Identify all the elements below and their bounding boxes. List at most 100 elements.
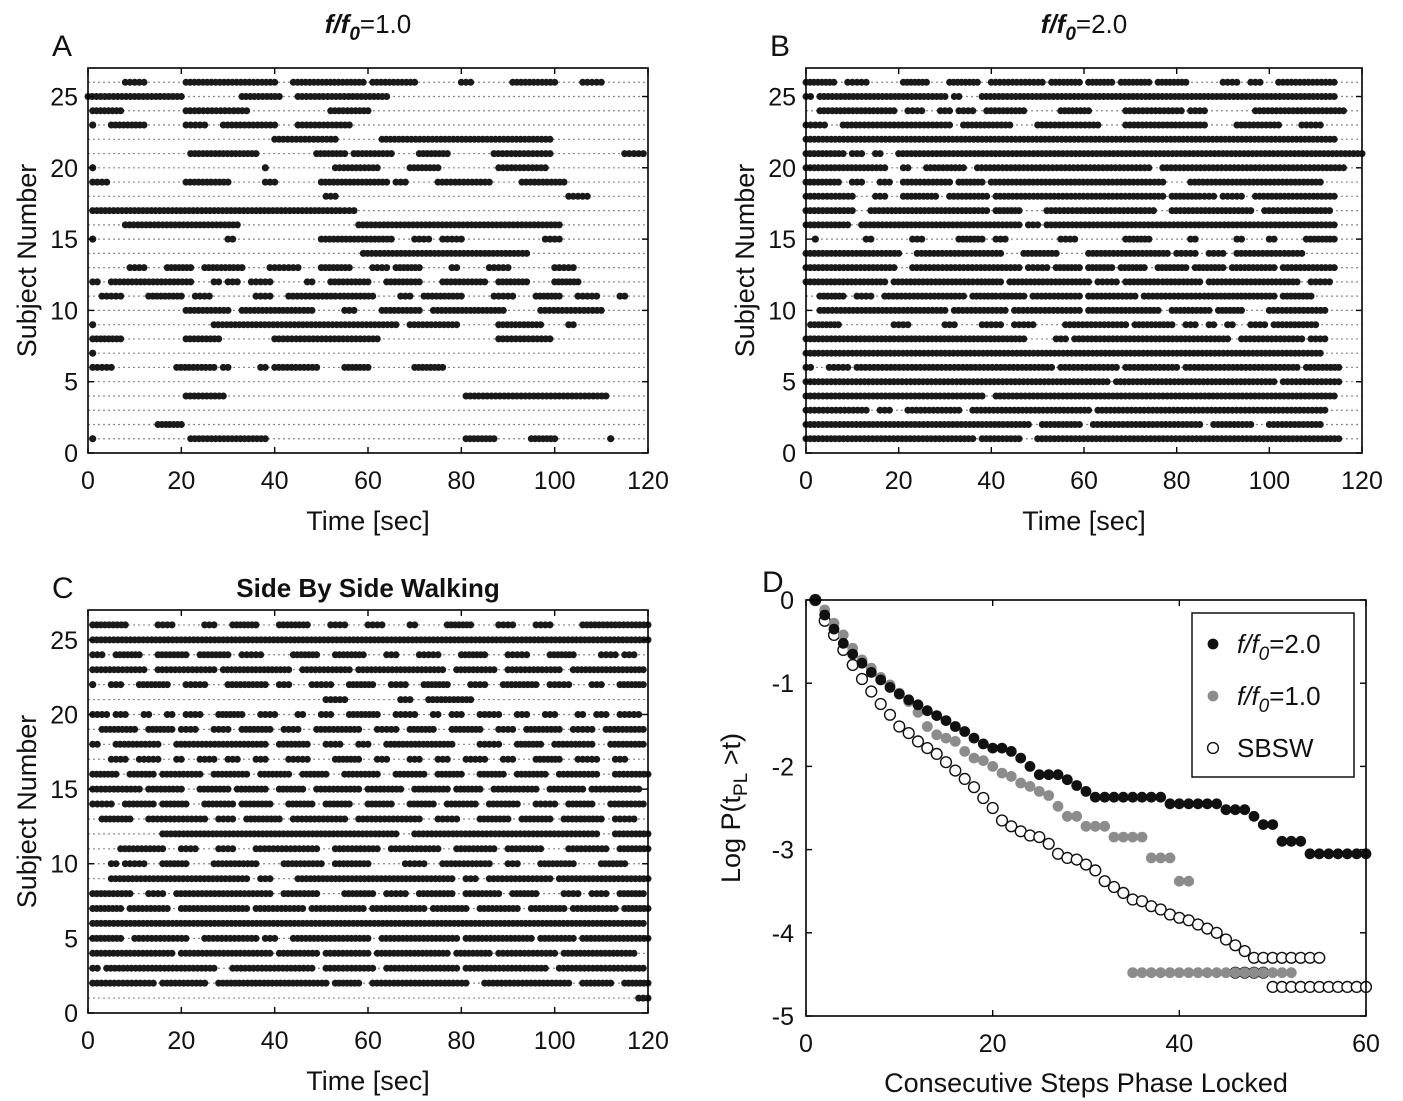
raster-point xyxy=(551,435,559,443)
raster-point xyxy=(154,740,162,748)
raster-point xyxy=(1029,321,1037,329)
raster-point xyxy=(359,78,367,86)
raster-point xyxy=(639,681,647,689)
raster-point xyxy=(177,292,185,300)
raster-point xyxy=(392,321,400,329)
raster-point xyxy=(187,278,195,286)
raster-point xyxy=(453,321,461,329)
raster-point xyxy=(574,278,582,286)
raster-point xyxy=(233,221,241,229)
raster-point xyxy=(597,78,605,86)
raster-point xyxy=(238,264,246,272)
raster-point xyxy=(639,666,647,674)
raster-point xyxy=(387,150,395,158)
raster-point xyxy=(434,164,442,172)
raster-point xyxy=(537,321,545,329)
raster-point xyxy=(858,178,866,186)
raster-point xyxy=(537,740,545,748)
raster-point xyxy=(411,711,419,718)
raster-point xyxy=(373,335,381,343)
raster-point xyxy=(1307,292,1315,300)
raster-point xyxy=(1330,93,1338,100)
x-tick-label: 120 xyxy=(1341,467,1383,495)
raster-point xyxy=(285,666,293,674)
y-tick-label: 15 xyxy=(50,226,78,254)
raster-point xyxy=(821,121,828,129)
raster-point xyxy=(89,349,97,357)
raster-point xyxy=(867,292,875,300)
raster-point xyxy=(303,740,311,748)
raster-point xyxy=(973,78,981,86)
raster-point xyxy=(1075,78,1083,86)
raster-point xyxy=(140,264,148,272)
raster-point xyxy=(490,666,498,674)
raster-point xyxy=(457,292,465,300)
raster-point xyxy=(946,107,954,115)
raster-point xyxy=(1316,421,1324,428)
raster-point xyxy=(121,755,129,763)
raster-point xyxy=(509,292,517,300)
raster-point xyxy=(331,135,339,143)
raster-point xyxy=(467,78,475,86)
raster-point xyxy=(1159,178,1167,186)
raster-point xyxy=(1168,321,1176,329)
raster-point xyxy=(285,681,293,689)
raster-point xyxy=(331,192,339,200)
raster-point xyxy=(504,264,512,272)
raster-point xyxy=(196,711,204,718)
raster-point xyxy=(509,725,517,733)
raster-point xyxy=(890,264,898,272)
raster-point xyxy=(1085,107,1093,115)
raster-point xyxy=(555,725,563,733)
raster-point xyxy=(834,321,842,329)
raster-point xyxy=(345,121,353,129)
x-tick-label: 80 xyxy=(1163,467,1191,495)
raster-point xyxy=(1275,121,1283,129)
title-rest: =2.0 xyxy=(1076,9,1127,39)
raster-point xyxy=(1316,121,1324,129)
raster-point xyxy=(224,363,232,371)
raster-point xyxy=(978,178,986,186)
raster-point xyxy=(121,621,129,629)
raster-point xyxy=(983,192,991,200)
raster-point xyxy=(1085,278,1093,286)
raster-point xyxy=(890,107,898,115)
y-tick-label: 0 xyxy=(64,440,78,468)
raster-point xyxy=(1270,235,1278,243)
raster-point xyxy=(145,711,153,718)
raster-point xyxy=(117,335,125,343)
raster-point xyxy=(177,93,185,100)
raster-point xyxy=(448,740,456,748)
raster-point xyxy=(523,249,531,257)
raster-point xyxy=(1001,306,1009,314)
raster-point xyxy=(635,711,643,718)
raster-point xyxy=(1006,121,1014,129)
raster-point xyxy=(523,711,531,718)
raster-point xyxy=(862,406,870,414)
raster-point xyxy=(219,392,227,400)
y-tick-label: 10 xyxy=(768,297,796,325)
x-tick-label: 0 xyxy=(799,467,813,495)
raster-point xyxy=(224,725,232,733)
raster-point xyxy=(135,651,143,659)
raster-point xyxy=(1159,192,1167,200)
raster-point xyxy=(378,621,386,629)
raster-point xyxy=(313,651,321,659)
raster-point xyxy=(555,235,563,243)
raster-point xyxy=(117,681,125,689)
raster-point xyxy=(1094,121,1102,129)
raster-point xyxy=(252,150,260,158)
raster-point xyxy=(355,725,363,733)
raster-point xyxy=(1108,78,1116,86)
raster-point xyxy=(923,78,930,86)
raster-point xyxy=(457,711,465,718)
panel-letter: B xyxy=(770,30,790,63)
raster-point xyxy=(607,435,615,443)
raster-point xyxy=(453,264,461,272)
raster-point xyxy=(834,178,842,186)
y-tick-label: 20 xyxy=(768,155,796,183)
raster-point xyxy=(481,651,489,659)
